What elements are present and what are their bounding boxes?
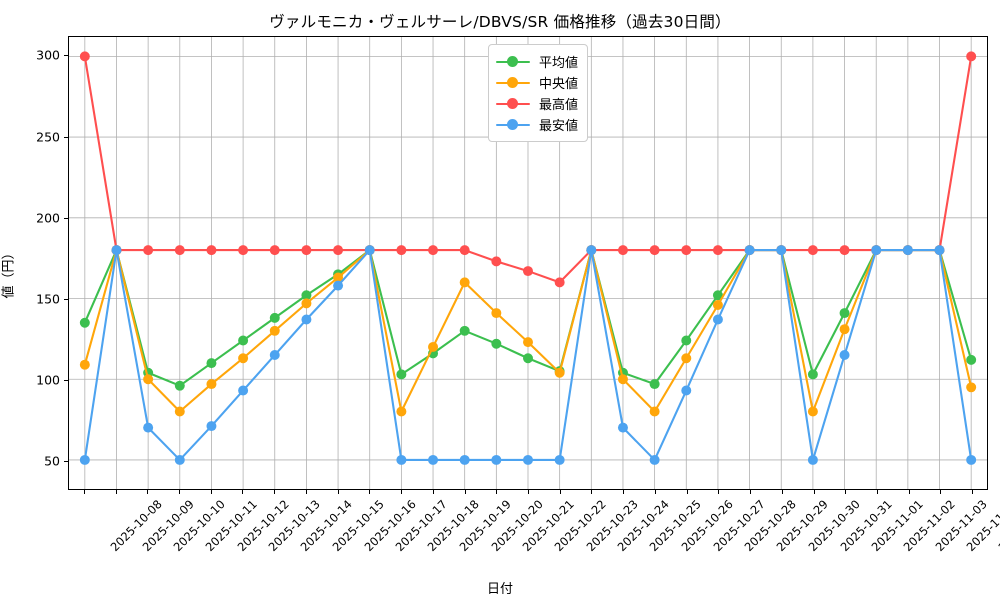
legend-label: 最高値 <box>539 98 579 113</box>
x-tick-label: 2025-10-23 <box>583 497 641 555</box>
x-tick-mark <box>813 490 815 494</box>
x-tick-label: 2025-10-24 <box>615 497 673 555</box>
x-tick-mark <box>369 490 371 494</box>
x-tick-label: 2025-10-28 <box>741 497 800 555</box>
x-tick-mark <box>750 490 752 494</box>
x-tick-mark <box>528 490 529 494</box>
legend-marker-icon <box>496 97 530 111</box>
x-tick-mark <box>496 490 498 494</box>
x-tick-mark <box>845 490 847 494</box>
x-tick-label: 2025-10-10 <box>170 497 229 555</box>
x-tick-label: 2025-10-16 <box>361 497 419 555</box>
y-axis-title: 値（円） <box>1 246 17 299</box>
x-tick-mark <box>686 490 688 494</box>
x-tick-label: 2025-11-01 <box>868 497 926 555</box>
x-tick-label: 2025-10-13 <box>266 497 324 555</box>
x-tick-label: 2025-10-21 <box>519 497 578 555</box>
x-tick-label: 2025-11-02 <box>900 497 958 555</box>
y-tick-label: 150 <box>36 291 60 307</box>
x-tick-mark <box>115 490 117 494</box>
x-tick-mark <box>591 490 593 494</box>
legend-marker-icon <box>496 55 530 69</box>
legend-label: 中央値 <box>539 77 579 92</box>
x-tick-mark <box>401 490 403 494</box>
x-tick-label: 2025-11-04 <box>963 497 1000 555</box>
x-tick-label: 2025-11-03 <box>932 497 990 555</box>
y-tick-label: 50 <box>44 453 60 469</box>
x-tick-mark <box>559 490 561 494</box>
x-tick-mark <box>908 490 910 494</box>
legend-item-3: 最高値 <box>496 93 578 114</box>
y-tick-label: 100 <box>36 372 60 388</box>
x-tick-label: 2025-10-31 <box>837 497 895 555</box>
x-tick-mark <box>242 490 244 494</box>
x-tick-label: 2025-10-22 <box>551 497 609 555</box>
x-tick-mark <box>337 490 339 494</box>
series-lines <box>79 51 977 465</box>
legend-label: 平均値 <box>539 56 579 71</box>
x-tick-label: 2025-10-19 <box>456 497 514 555</box>
x-tick-mark <box>718 490 720 494</box>
y-tick-label: 200 <box>36 210 60 226</box>
x-tick-mark <box>940 490 942 494</box>
x-tick-label: 2025-10-08 <box>107 497 165 555</box>
x-tick-label: 2025-10-12 <box>234 497 292 555</box>
x-tick-mark <box>432 490 434 494</box>
x-tick-label: 2025-10-27 <box>710 497 768 555</box>
x-tick-mark <box>83 490 85 494</box>
x-tick-mark <box>305 490 307 494</box>
x-tick-label: 2025-10-25 <box>646 497 704 555</box>
x-tick-label: 2025-10-17 <box>392 497 451 555</box>
x-tick-label: 2025-10-30 <box>805 497 863 555</box>
x-tick-mark <box>274 490 276 494</box>
x-tick-mark <box>623 490 625 494</box>
x-tick-mark <box>876 490 878 494</box>
x-tick-mark <box>147 490 149 494</box>
chart-legend: 平均値中央値最高値最安値 <box>488 44 589 142</box>
x-tick-label: 2025-10-09 <box>139 497 197 555</box>
legend-label: 最安値 <box>539 119 579 134</box>
x-tick-mark <box>654 490 656 494</box>
x-tick-label: 2025-10-15 <box>329 497 387 555</box>
x-tick-mark <box>972 490 974 494</box>
legend-item-2: 中央値 <box>496 72 578 93</box>
x-tick-label: 2025-10-20 <box>488 497 546 555</box>
x-tick-mark <box>210 490 212 494</box>
x-tick-mark <box>464 490 466 494</box>
legend-item-1: 平均値 <box>496 51 578 72</box>
x-tick-label: 2025-10-29 <box>773 497 831 555</box>
legend-marker-icon <box>496 118 530 132</box>
x-tick-label: 2025-10-11 <box>202 497 260 555</box>
chart-title: ヴァルモニカ・ヴェルサーレ/DBVS/SR 価格推移（過去30日間） <box>269 13 731 31</box>
x-axis-title: 日付 <box>486 582 513 597</box>
y-tick-label: 300 <box>36 47 60 63</box>
legend-item-4: 最安値 <box>496 114 578 135</box>
x-tick-mark <box>781 490 783 494</box>
x-tick-mark <box>179 490 181 494</box>
y-tick-label: 250 <box>36 129 60 145</box>
x-tick-label: 2025-10-26 <box>678 497 736 555</box>
x-tick-label: 2025-11-05 <box>995 497 1000 555</box>
legend-marker-icon <box>496 76 530 90</box>
x-tick-label: 2025-10-14 <box>297 497 355 555</box>
x-tick-label: 2025-10-18 <box>424 497 482 555</box>
